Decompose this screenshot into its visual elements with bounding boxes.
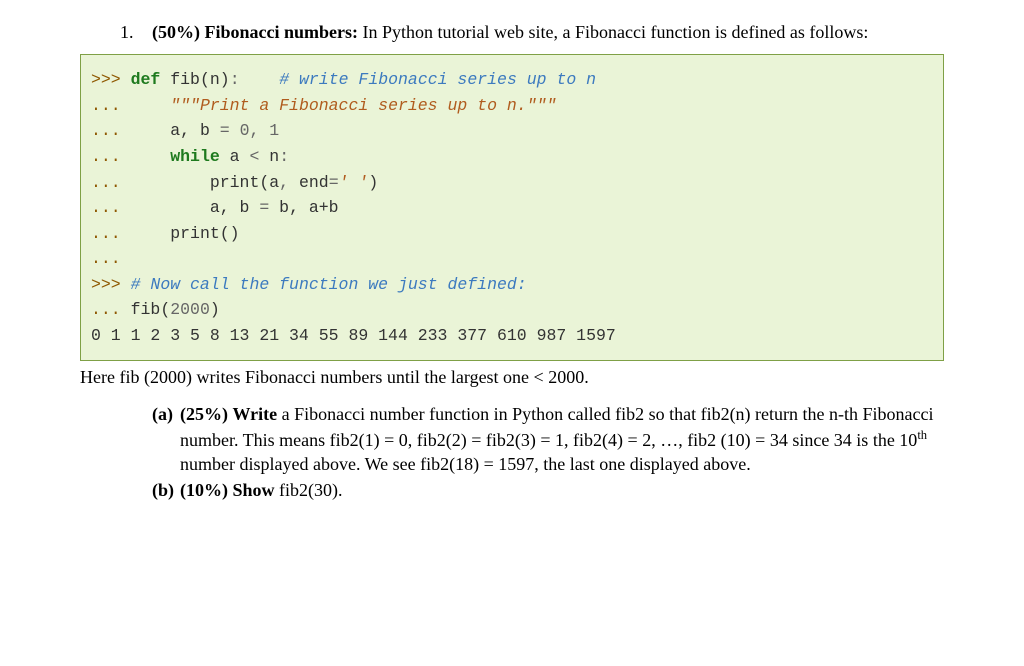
num-one: 1 [269, 121, 279, 140]
close-paren3: ) [230, 224, 240, 243]
question-intro-text: In Python tutorial web site, a Fibonacci… [363, 22, 869, 42]
fn-name: fib [170, 70, 200, 89]
open-paren: ( [200, 70, 210, 89]
eq: = [220, 121, 230, 140]
keyword-def: def [131, 70, 161, 89]
prompt-cont: ... [91, 300, 121, 319]
subpart-a-text: (25%) Write a Fibonacci number function … [180, 402, 944, 476]
call-fn: fib [131, 300, 161, 319]
subpart-a: (a) (25%) Write a Fibonacci number funct… [152, 402, 944, 476]
eq3: = [259, 198, 269, 217]
colon: : [230, 70, 240, 89]
question-1: 1. (50%) Fibonacci numbers: In Python tu… [120, 20, 944, 44]
subpart-a-body1-text: a Fibonacci number function in Python ca… [180, 404, 934, 449]
prompt-cont: ... [91, 224, 121, 243]
subpart-b-weight: (10%) [180, 480, 228, 500]
close-paren2: ) [368, 173, 378, 192]
prompt-cont: ... [91, 121, 121, 140]
question-weight: (50%) [152, 22, 200, 42]
output-line: 0 1 1 2 3 5 8 13 21 34 55 89 144 233 377… [91, 326, 616, 345]
after-code-text: Here fib (2000) writes Fibonacci numbers… [80, 367, 944, 388]
num-zero: 0 [240, 121, 250, 140]
page-container: 1. (50%) Fibonacci numbers: In Python tu… [0, 0, 1024, 525]
question-title-text: Fibonacci numbers: [205, 22, 359, 42]
subpart-b-body-text: fib2(30). [279, 480, 342, 500]
cond-n: n [269, 147, 279, 166]
subpart-a-weight: (25%) [180, 404, 228, 424]
assign1-lhs: a, b [170, 121, 210, 140]
keyword-while: while [170, 147, 220, 166]
sup-th: th [917, 428, 927, 442]
comma: , [249, 121, 259, 140]
colon2: : [279, 147, 289, 166]
code-block: >>> def fib(n): # write Fibonacci series… [80, 54, 944, 361]
subpart-a-lead-text: Write [233, 404, 278, 424]
prompt-cont: ... [91, 173, 121, 192]
subparts: (a) (25%) Write a Fibonacci number funct… [152, 402, 944, 502]
end-kw: end [299, 173, 329, 192]
print-call: print [210, 173, 260, 192]
param-n: n [210, 70, 220, 89]
subpart-b: (b) (10%) Show fib2(30). [152, 478, 944, 502]
comma2: , [279, 173, 289, 192]
close-paren: ) [220, 70, 230, 89]
cond-a: a [230, 147, 240, 166]
subpart-b-lead-text: Show [233, 480, 275, 500]
prompt-cont: ... [91, 198, 121, 217]
call-arg: 2000 [170, 300, 210, 319]
open-paren4: ( [160, 300, 170, 319]
subpart-b-text: (10%) Show fib2(30). [180, 478, 944, 502]
assign2-lhs: a, b [210, 198, 250, 217]
prompt-cont: ... [91, 147, 121, 166]
comment-1: # write Fibonacci series up to n [279, 70, 596, 89]
eq2: = [329, 173, 339, 192]
question-text: (50%) Fibonacci numbers: In Python tutor… [152, 20, 944, 44]
prompt-cont: ... [91, 249, 121, 268]
subpart-b-label: (b) [152, 478, 180, 502]
close-paren4: ) [210, 300, 220, 319]
open-paren3: ( [220, 224, 230, 243]
question-number: 1. [120, 20, 144, 44]
end-val: ' ' [339, 173, 369, 192]
assign2-rhs: b, a+b [279, 198, 338, 217]
prompt-cont: ... [91, 96, 121, 115]
subpart-a-label: (a) [152, 402, 180, 476]
prompt-primary2: >>> [91, 275, 121, 294]
print-empty: print [170, 224, 220, 243]
prompt-primary: >>> [91, 70, 121, 89]
subpart-a-body2-text: number displayed above. We see fib2(18) … [180, 454, 751, 474]
comment-2: # Now call the function we just defined: [131, 275, 527, 294]
lt: < [249, 147, 259, 166]
open-paren2: ( [259, 173, 269, 192]
docstring: """Print a Fibonacci series up to n.""" [170, 96, 556, 115]
print-arg-a: a [269, 173, 279, 192]
